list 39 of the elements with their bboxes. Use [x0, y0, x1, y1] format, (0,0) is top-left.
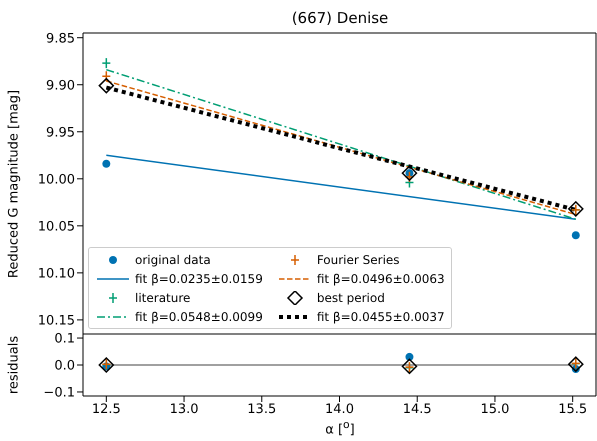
legend-label: original data	[135, 252, 211, 266]
y-tick-label: −0.1	[43, 386, 75, 401]
y-axis-title: Reduced G magnitude [mag]	[6, 89, 22, 278]
x-tick-label: 14.0	[325, 402, 354, 418]
legend-label: fit β=0.0548±0.0099	[135, 310, 263, 324]
y-tick-label: 9.95	[46, 125, 75, 140]
legend-label: fit β=0.0235±0.0159	[135, 272, 263, 286]
y-tick-label: 0.0	[54, 358, 75, 374]
chart-title: (667) Denise	[290, 9, 390, 27]
x-tick-label: 13.5	[247, 402, 276, 418]
y-axis-title: residuals	[6, 336, 22, 394]
x-tick-label: 13.0	[170, 402, 199, 418]
legend-label: Fourier Series	[316, 252, 400, 266]
point	[102, 57, 112, 69]
y-tick-label: 10.05	[38, 219, 75, 234]
point	[102, 70, 112, 82]
point	[402, 165, 418, 181]
x-axis-title: α [$^{o}$]	[324, 418, 356, 438]
y-tick-label: 0.1	[54, 332, 75, 347]
x-tick-label: 15.0	[480, 402, 510, 418]
legend-label: literature	[135, 290, 190, 304]
y-tick-label: 9.85	[46, 31, 75, 46]
legend-label: fit β=0.0455±0.0037	[316, 310, 445, 324]
point	[98, 78, 114, 94]
point	[568, 356, 584, 372]
point	[572, 231, 580, 240]
x-tick-label: 15.5	[558, 402, 588, 418]
point	[402, 358, 418, 374]
x-tick-label: 14.5	[402, 402, 432, 418]
point	[568, 201, 584, 217]
point	[102, 160, 110, 168]
legend-label: best period	[316, 290, 385, 304]
x-tick-label: 12.5	[92, 402, 121, 418]
legend-label: fit β=0.0496±0.0063	[316, 272, 445, 286]
y-tick-label: 10.10	[38, 266, 75, 282]
point	[98, 357, 114, 373]
y-tick-label: 10.15	[38, 314, 75, 329]
y-tick-label: 9.90	[46, 78, 75, 94]
y-tick-label: 10.00	[38, 172, 75, 188]
